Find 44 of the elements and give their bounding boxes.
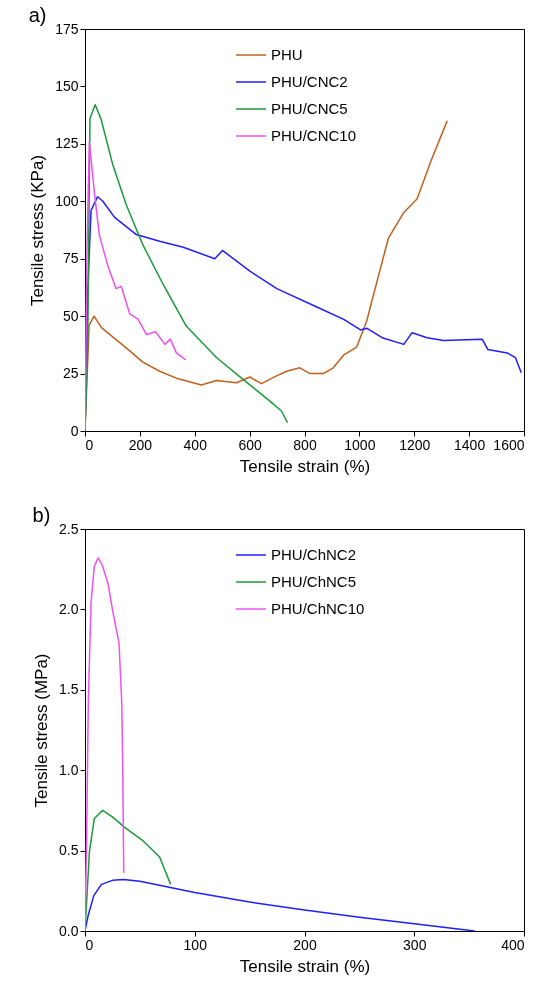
line-series xyxy=(85,878,476,931)
legend-label: PHU/CNC5 xyxy=(271,100,348,117)
y-axis-title: Tensile stress (MPa) xyxy=(32,653,52,808)
chart-title: b) xyxy=(32,504,51,526)
x-tick-label: 1000 xyxy=(344,436,376,453)
x-tick-label: 600 xyxy=(238,436,263,453)
legend-label: PHU/CNC10 xyxy=(271,127,357,144)
y-tick-label: 0.5 xyxy=(59,842,79,859)
x-tick-label: 100 xyxy=(183,936,208,953)
y-axis-title: Tensile stress (KPa) xyxy=(28,154,48,307)
y-tick-label: 175 xyxy=(55,20,79,37)
chart-title: a) xyxy=(28,4,47,26)
x-tick-label: 400 xyxy=(183,436,208,453)
x-tick-label: 1400 xyxy=(454,436,486,453)
x-tick-label: 400 xyxy=(501,936,525,953)
legend-label: PHU/ChNC5 xyxy=(271,573,357,590)
y-tick-label: 0 xyxy=(70,422,79,439)
y-tick-label: 75 xyxy=(62,250,79,267)
y-tick-label: 50 xyxy=(62,307,79,324)
y-tick-label: 1.5 xyxy=(59,681,79,698)
y-tick-label: 0.0 xyxy=(59,922,79,939)
y-tick-label: 150 xyxy=(55,77,79,94)
x-tick-label: 0 xyxy=(85,436,94,453)
legend-label: PHU/ChNC2 xyxy=(271,546,357,563)
y-tick-label: 125 xyxy=(55,135,79,152)
x-axis-title: Tensile strain (%) xyxy=(239,456,371,476)
x-axis-title: Tensile strain (%) xyxy=(239,956,371,976)
x-tick-label: 300 xyxy=(403,936,427,953)
legend-label: PHU/ChNC10 xyxy=(271,600,365,617)
line-series xyxy=(85,140,187,431)
y-tick-label: 25 xyxy=(62,365,79,382)
x-tick-label: 0 xyxy=(85,936,94,953)
x-tick-label: 800 xyxy=(293,436,317,453)
legend-label: PHU/CNC2 xyxy=(271,73,348,90)
legend-label: PHU xyxy=(271,46,303,63)
y-tick-label: 2.5 xyxy=(59,520,79,537)
x-tick-label: 200 xyxy=(293,936,317,953)
y-tick-label: 1.0 xyxy=(59,761,79,778)
x-tick-label: 1200 xyxy=(399,436,431,453)
x-tick-label: 1600 xyxy=(493,436,525,453)
y-tick-label: 100 xyxy=(55,192,79,209)
line-series xyxy=(85,557,125,931)
x-tick-label: 200 xyxy=(128,436,153,453)
y-tick-label: 2.0 xyxy=(59,600,79,617)
